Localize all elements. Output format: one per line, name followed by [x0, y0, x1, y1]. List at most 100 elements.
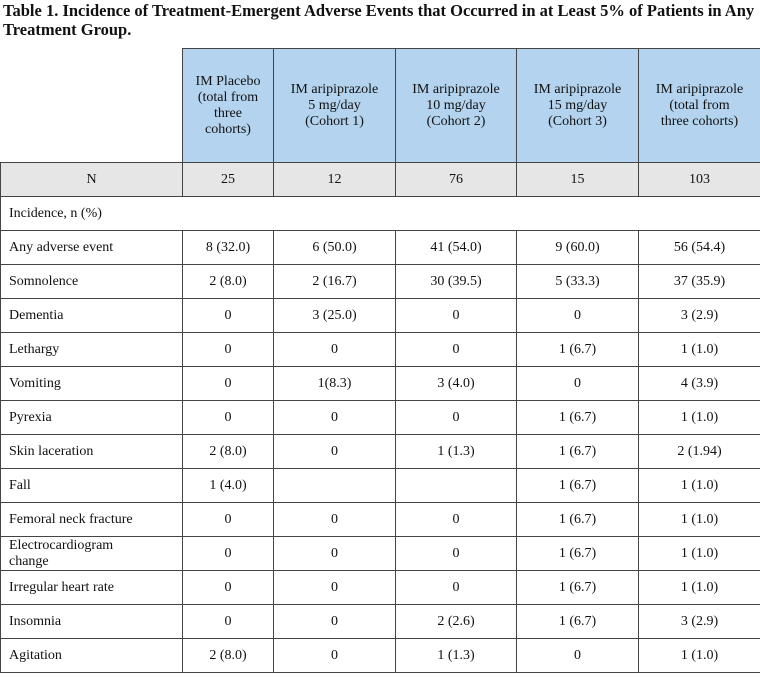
cell: 0 — [273, 400, 396, 435]
cell: 5 (33.3) — [516, 264, 639, 299]
data-row: Fall 1 (4.0) 1 (6.7) 1 (1.0) — [0, 468, 760, 503]
cell: 0 — [182, 604, 274, 639]
section-label: Incidence, n (%) — [0, 196, 760, 231]
data-row: Vomiting 0 1(8.3) 3 (4.0) 0 4 (3.9) — [0, 366, 760, 401]
cell: 0 — [182, 332, 274, 367]
row-label: Any adverse event — [0, 230, 183, 265]
cell: 3 (25.0) — [273, 298, 396, 333]
cell: 1 (6.7) — [516, 400, 639, 435]
cell: 0 — [395, 570, 517, 605]
cell: 0 — [273, 638, 396, 673]
cell: 2 (8.0) — [182, 264, 274, 299]
cell: 103 — [638, 162, 760, 197]
cell: 6 (50.0) — [273, 230, 396, 265]
header-cell — [0, 48, 183, 163]
row-label: Femoral neck fracture — [0, 502, 183, 537]
cell: 8 (32.0) — [182, 230, 274, 265]
row-label: Skin laceration — [0, 434, 183, 469]
data-row: Skin laceration 2 (8.0) 0 1 (1.3) 1 (6.7) 2 (… — [0, 434, 760, 469]
cell: 0 — [273, 434, 396, 469]
cell: 2 (16.7) — [273, 264, 396, 299]
cell: 0 — [182, 536, 274, 571]
cell: 1(8.3) — [273, 366, 396, 401]
table-title: Table 1. Incidence of Treatment-Emergent… — [3, 1, 755, 39]
column-header: IM Placebo (total from three cohorts) — [182, 48, 274, 163]
cell: 0 — [182, 400, 274, 435]
cell: 0 — [182, 298, 274, 333]
row-label: Agitation — [0, 638, 183, 673]
cell: 0 — [395, 400, 517, 435]
cell: 1 (1.0) — [638, 536, 760, 571]
data-row: Dementia 0 3 (25.0) 0 0 3 (2.9) — [0, 298, 760, 333]
data-row: Electrocardiogram change 0 0 0 1 (6.7) 1 (1.0… — [0, 536, 760, 571]
row-label: Fall — [0, 468, 183, 503]
cell: 56 (54.4) — [638, 230, 760, 265]
row-label: Irregular heart rate — [0, 570, 183, 605]
row-label: Somnolence — [0, 264, 183, 299]
cell: 1 (6.7) — [516, 604, 639, 639]
cell: 1 (6.7) — [516, 468, 639, 503]
cell: 1 (1.0) — [638, 502, 760, 537]
row-label: Insomnia — [0, 604, 183, 639]
n-row: N 25 12 76 15 103 — [0, 162, 760, 197]
data-row: Lethargy 0 0 0 1 (6.7) 1 (1.0) — [0, 332, 760, 367]
row-label: Electrocardiogram change — [0, 536, 183, 571]
data-row: Irregular heart rate 0 0 0 1 (6.7) 1 (1.0) — [0, 570, 760, 605]
cell: 15 — [516, 162, 639, 197]
cell: 0 — [182, 502, 274, 537]
cell: 3 (4.0) — [395, 366, 517, 401]
cell: 0 — [182, 570, 274, 605]
cell: 25 — [182, 162, 274, 197]
data-row: Insomnia 0 0 2 (2.6) 1 (6.7) 3 (2.9) — [0, 604, 760, 639]
column-header: IM aripiprazole (total from three cohort… — [638, 48, 760, 163]
row-label: Lethargy — [0, 332, 183, 367]
column-header: IM aripiprazole 15 mg/day (Cohort 3) — [516, 48, 639, 163]
cell: 0 — [395, 502, 517, 537]
cell: 3 (2.9) — [638, 298, 760, 333]
cell: 0 — [516, 298, 639, 333]
cell: 2 (8.0) — [182, 638, 274, 673]
cell: 0 — [273, 502, 396, 537]
cell: 0 — [273, 570, 396, 605]
cell: 12 — [273, 162, 396, 197]
cell: 0 — [182, 366, 274, 401]
cell: 1 (1.0) — [638, 570, 760, 605]
row-label: Vomiting — [0, 366, 183, 401]
row-label: N — [0, 162, 183, 197]
cell: 1 (1.0) — [638, 638, 760, 673]
cell: 0 — [273, 332, 396, 367]
data-row: Somnolence 2 (8.0) 2 (16.7) 30 (39.5) 5 (33.… — [0, 264, 760, 299]
cell: 1 (1.3) — [395, 638, 517, 673]
cell: 1 (6.7) — [516, 570, 639, 605]
cell: 2 (1.94) — [638, 434, 760, 469]
table: IM Placebo (total from three cohorts) IM … — [0, 48, 760, 673]
cell: 0 — [516, 638, 639, 673]
cell: 1 (6.7) — [516, 536, 639, 571]
cell: 76 — [395, 162, 517, 197]
cell: 0 — [273, 536, 396, 571]
cell: 1 (1.3) — [395, 434, 517, 469]
cell: 1 (1.0) — [638, 332, 760, 367]
cell: 0 — [273, 604, 396, 639]
data-row: Agitation 2 (8.0) 0 1 (1.3) 0 1 (1.0) — [0, 638, 760, 673]
cell: 2 (8.0) — [182, 434, 274, 469]
data-row: Femoral neck fracture 0 0 0 1 (6.7) 1 (1.0) — [0, 502, 760, 537]
cell: 0 — [395, 298, 517, 333]
section-row: Incidence, n (%) — [0, 196, 760, 231]
cell: 30 (39.5) — [395, 264, 517, 299]
cell: 1 (6.7) — [516, 332, 639, 367]
cell: 41 (54.0) — [395, 230, 517, 265]
cell: 4 (3.9) — [638, 366, 760, 401]
cell: 0 — [516, 366, 639, 401]
cell: 0 — [395, 536, 517, 571]
cell: 37 (35.9) — [638, 264, 760, 299]
row-label: Dementia — [0, 298, 183, 333]
cell — [273, 468, 396, 503]
cell: 1 (1.0) — [638, 468, 760, 503]
cell: 1 (6.7) — [516, 502, 639, 537]
cell: 1 (1.0) — [638, 400, 760, 435]
cell: 1 (6.7) — [516, 434, 639, 469]
cell — [395, 468, 517, 503]
column-header: IM aripiprazole 10 mg/day (Cohort 2) — [395, 48, 517, 163]
